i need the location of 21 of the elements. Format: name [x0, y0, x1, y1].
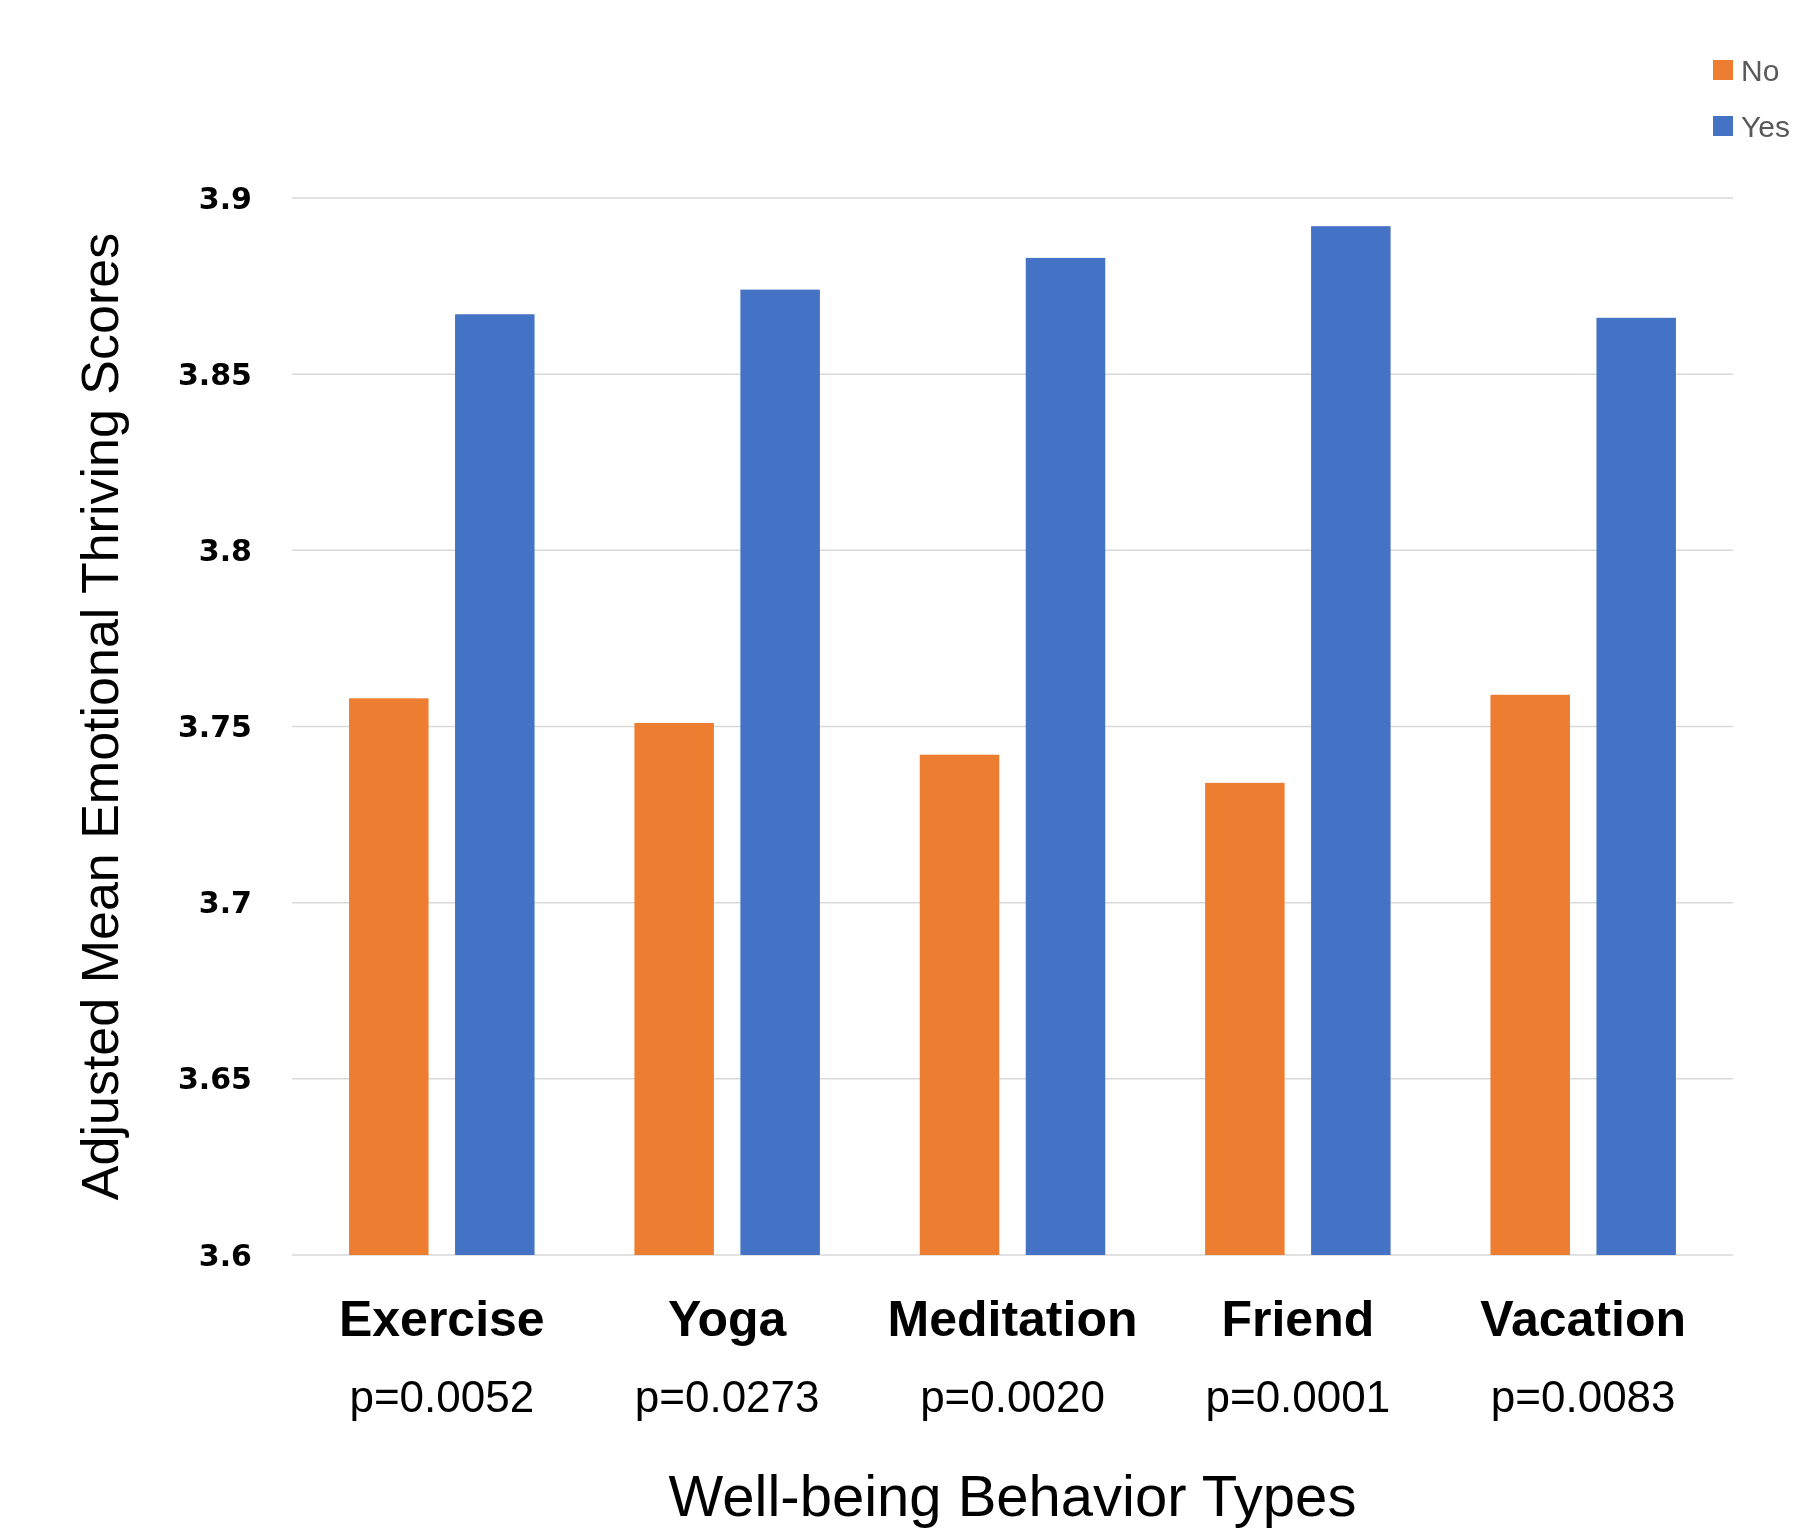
x-axis-title: Well-being Behavior Types	[668, 1463, 1357, 1528]
x-tick-label: Yoga	[667, 1291, 788, 1347]
y-tick-label: 3.85	[177, 356, 252, 392]
y-axis-title: Adjusted Mean Emotional Thriving Scores	[71, 232, 129, 1201]
text: p=0.0273	[634, 1372, 820, 1421]
text: p=0.0083	[1490, 1372, 1676, 1421]
x-tick-label: Vacation	[1480, 1291, 1687, 1347]
text: p=0.0001	[1205, 1372, 1391, 1421]
legend-label: Yes	[1741, 109, 1790, 143]
y-tick-label: 3.65	[177, 1061, 252, 1097]
y-tick-label: 3.6	[198, 1237, 252, 1273]
y-tick-label: 3.9	[198, 180, 252, 216]
legend-label: No	[1741, 53, 1780, 87]
x-tick-label: Friend	[1221, 1291, 1375, 1347]
x-tick-label: Meditation	[887, 1291, 1138, 1347]
y-tick-label: 3.75	[177, 709, 252, 744]
x-tick-label: Exercise	[338, 1291, 545, 1347]
text: p=0.0020	[920, 1372, 1105, 1421]
y-tick-label: 3.7	[198, 885, 252, 921]
text: p=0.0052	[349, 1372, 535, 1421]
y-tick-label: 3.8	[198, 532, 252, 568]
